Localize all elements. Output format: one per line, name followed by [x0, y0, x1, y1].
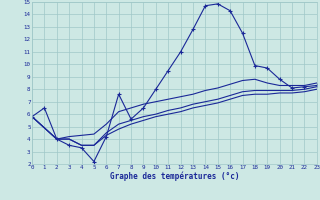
X-axis label: Graphe des températures (°c): Graphe des températures (°c) [110, 172, 239, 181]
